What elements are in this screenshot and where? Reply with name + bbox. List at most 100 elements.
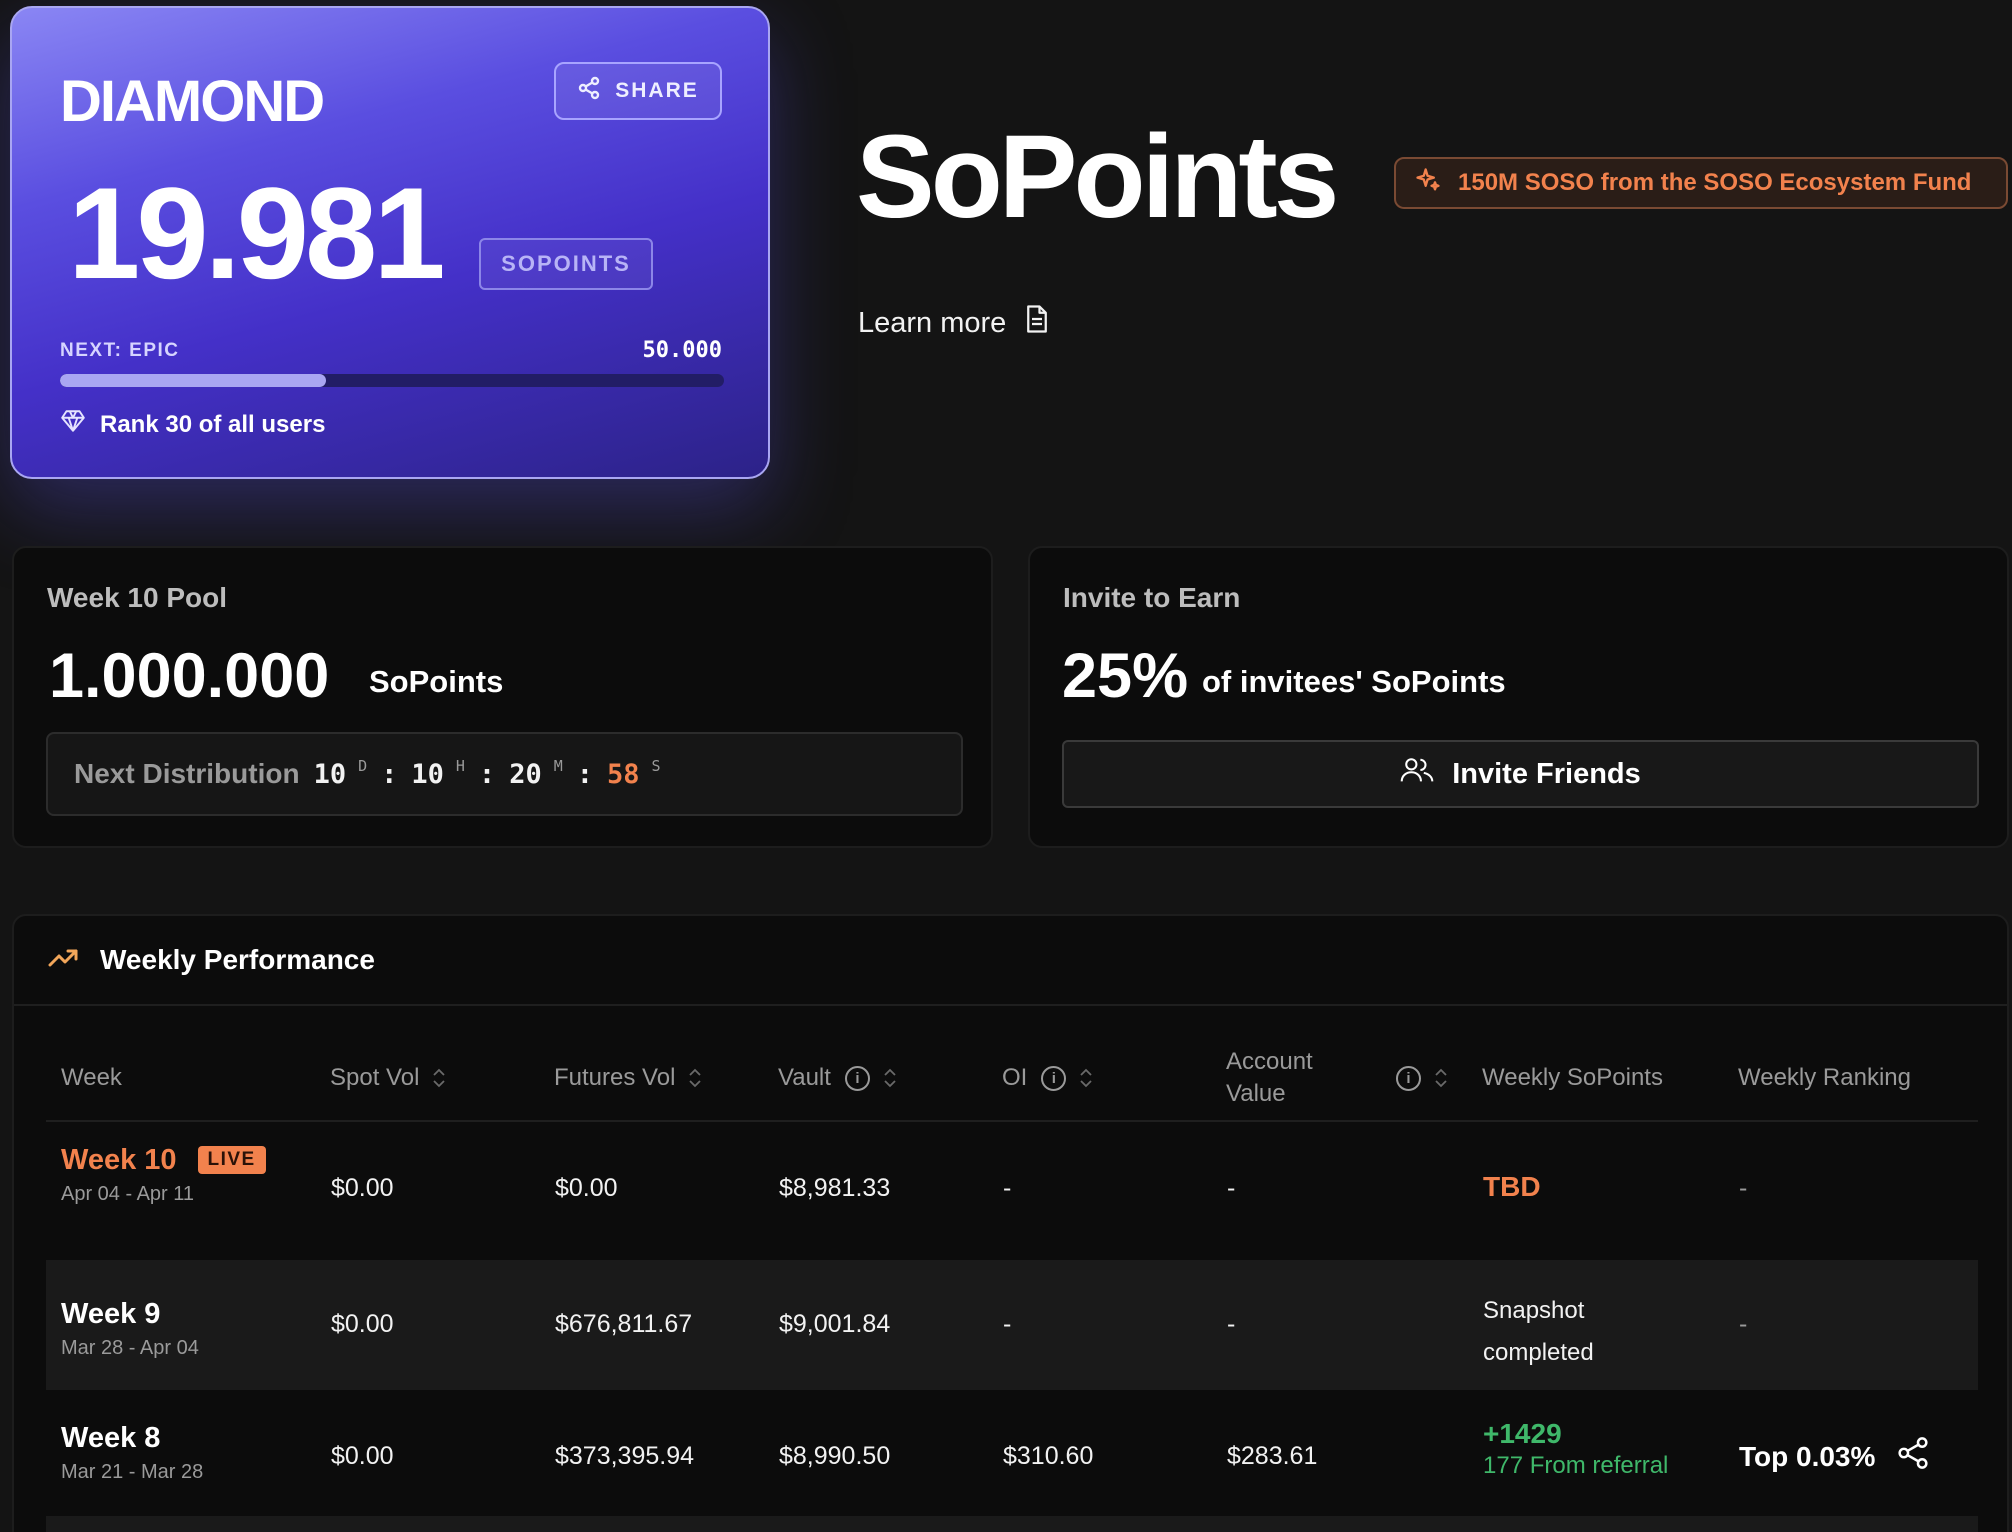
oi-cell: - [1003,1310,1012,1338]
weekly-ranking-cell: Top 0.03% [1739,1436,1929,1477]
countdown-seconds: 58 [607,758,640,790]
tier-progress-bar [60,374,724,387]
rank-row: Rank 30 of all users [60,408,325,441]
week-name: Week 9 [61,1298,161,1330]
oi-cell: $310.60 [1003,1442,1094,1470]
invite-title: Invite to Earn [1063,582,1241,613]
countdown-separator: : [576,758,593,790]
futures-vol-cell: $676,811.67 [555,1310,693,1338]
invite-description: of invitees' SoPoints [1202,664,1506,699]
countdown-hours-unit: H [455,757,465,775]
account-value-cell: - [1227,1174,1236,1202]
column-account-value-line2: Value [1226,1080,1286,1107]
week-range: Mar 21 - Mar 28 [61,1461,204,1483]
sort-icon[interactable] [689,1068,702,1088]
weekly-sopoints-cell: +1429 177 From referral [1483,1418,1668,1480]
table-row[interactable]: Week 8 Mar 21 - Mar 28 $0.00 $373,395.94… [46,1390,1978,1516]
next-tier-target: 50.000 [642,338,722,363]
column-weekly-ranking: Weekly Ranking [1738,1036,1911,1120]
invite-percent: 25% [1062,641,1189,711]
trending-up-icon [48,947,80,974]
column-weekly-sopoints: Weekly SoPoints [1482,1036,1663,1120]
account-value-cell: $283.61 [1227,1442,1318,1470]
countdown-hours: 10 [411,758,444,790]
share-icon [577,76,601,106]
futures-vol-cell: $0.00 [555,1174,618,1202]
column-spot-vol[interactable]: Spot Vol [330,1036,446,1120]
document-icon [1024,304,1050,342]
weekly-performance-header: Weekly Performance [14,916,2007,1006]
fund-badge-text: 150M SOSO from the SOSO Ecosystem Fund [1458,169,1972,196]
next-tier-label: NEXT: EPIC [60,340,180,361]
spot-vol-cell: $0.00 [331,1310,394,1338]
column-oi-label: OI [1002,1064,1028,1091]
next-distribution-label: Next Distribution [74,758,300,789]
column-weekly-sopoints-label: Weekly SoPoints [1482,1064,1663,1091]
rank-text: Rank 30 of all users [100,410,326,438]
diamond-icon [60,408,86,441]
weekly-sopoints-cell: TBD [1483,1171,1541,1202]
countdown-separator: : [381,758,398,790]
invite-friends-button[interactable]: Invite Friends [1062,740,1979,808]
sort-icon[interactable] [884,1068,896,1088]
column-week: Week [61,1036,122,1120]
countdown-days-unit: D [358,757,368,775]
weekly-ranking-cell: - [1739,1310,1748,1338]
week-range: Apr 04 - Apr 11 [61,1183,195,1205]
column-weekly-ranking-label: Weekly Ranking [1738,1064,1911,1091]
page-title: SoPoints [856,111,1339,243]
column-vault[interactable]: Vault i [778,1036,896,1120]
week-cell: Week 9 Mar 28 - Apr 04 [61,1298,199,1360]
vault-cell: $8,990.50 [779,1442,891,1470]
sort-icon[interactable] [1435,1068,1447,1088]
table-row[interactable] [46,1516,1978,1532]
column-futures-vol-label: Futures Vol [554,1064,676,1091]
live-badge: LIVE [197,1146,266,1174]
table-header: Week Spot Vol Futures Vol Vault i [46,1036,1978,1122]
weekly-sopoints-value: +1429 [1483,1418,1562,1449]
column-account-value-label: Account Value [1226,1046,1382,1110]
next-distribution-countdown: Next Distribution 10 D : 10 H : 20 M : 5… [46,732,963,816]
sort-icon[interactable] [1080,1068,1092,1088]
column-futures-vol[interactable]: Futures Vol [554,1036,702,1120]
week-name: Week 10 [61,1144,177,1176]
vault-cell: $9,001.84 [779,1310,891,1338]
snapshot-status-line2: completed [1483,1339,1594,1366]
weekly-ranking-cell: - [1739,1174,1748,1202]
column-week-label: Week [61,1064,122,1091]
snapshot-status-line1: Snapshot [1483,1297,1585,1324]
weekly-performance-panel: Weekly Performance Week Spot Vol Futures… [12,914,2009,1532]
weekly-performance-title: Weekly Performance [100,944,375,975]
fund-badge: 150M SOSO from the SOSO Ecosystem Fund [1394,157,2008,209]
column-oi[interactable]: OI i [1002,1036,1092,1120]
learn-more-link[interactable]: Learn more [858,304,1050,342]
countdown-minutes-unit: M [553,757,563,775]
week-cell: Week 8 Mar 21 - Mar 28 [61,1422,203,1484]
tier-name: DIAMOND [60,69,325,134]
countdown-separator: : [478,758,496,790]
table-row[interactable]: Week 10 LIVE Apr 04 - Apr 11 $0.00 $0.00… [46,1126,1978,1250]
countdown-days: 10 [313,758,347,790]
info-icon[interactable]: i [1396,1065,1421,1091]
column-spot-vol-label: Spot Vol [330,1064,420,1091]
week-pool-card: Week 10 Pool 1.000.000 SoPoints Next Dis… [12,546,993,848]
share-button[interactable]: SHARE [554,62,722,120]
weekly-ranking-value: Top 0.03% [1739,1440,1876,1472]
sparkle-icon [1414,166,1442,201]
column-account-value[interactable]: Account Value i [1226,1036,1447,1120]
oi-cell: - [1003,1174,1012,1202]
share-ranking-icon[interactable] [1897,1436,1929,1477]
info-icon[interactable]: i [844,1065,870,1091]
learn-more-label: Learn more [858,306,1007,339]
pool-amount: 1.000.000 [49,641,330,711]
sort-icon[interactable] [433,1068,446,1088]
week-range: Mar 28 - Apr 04 [61,1337,199,1359]
info-icon[interactable]: i [1041,1065,1067,1091]
referral-points: 177 From referral [1483,1452,1669,1479]
table-row[interactable]: Week 9 Mar 28 - Apr 04 $0.00 $676,811.67… [46,1260,1978,1390]
points-total: 19.981 [68,160,446,306]
column-account-value-line1: Account [1226,1048,1313,1075]
tier-card: DIAMOND SHARE 19.981 SOPOINTS NEXT: EPIC… [10,6,770,479]
pool-unit: SoPoints [369,664,504,699]
futures-vol-cell: $373,395.94 [555,1442,695,1470]
